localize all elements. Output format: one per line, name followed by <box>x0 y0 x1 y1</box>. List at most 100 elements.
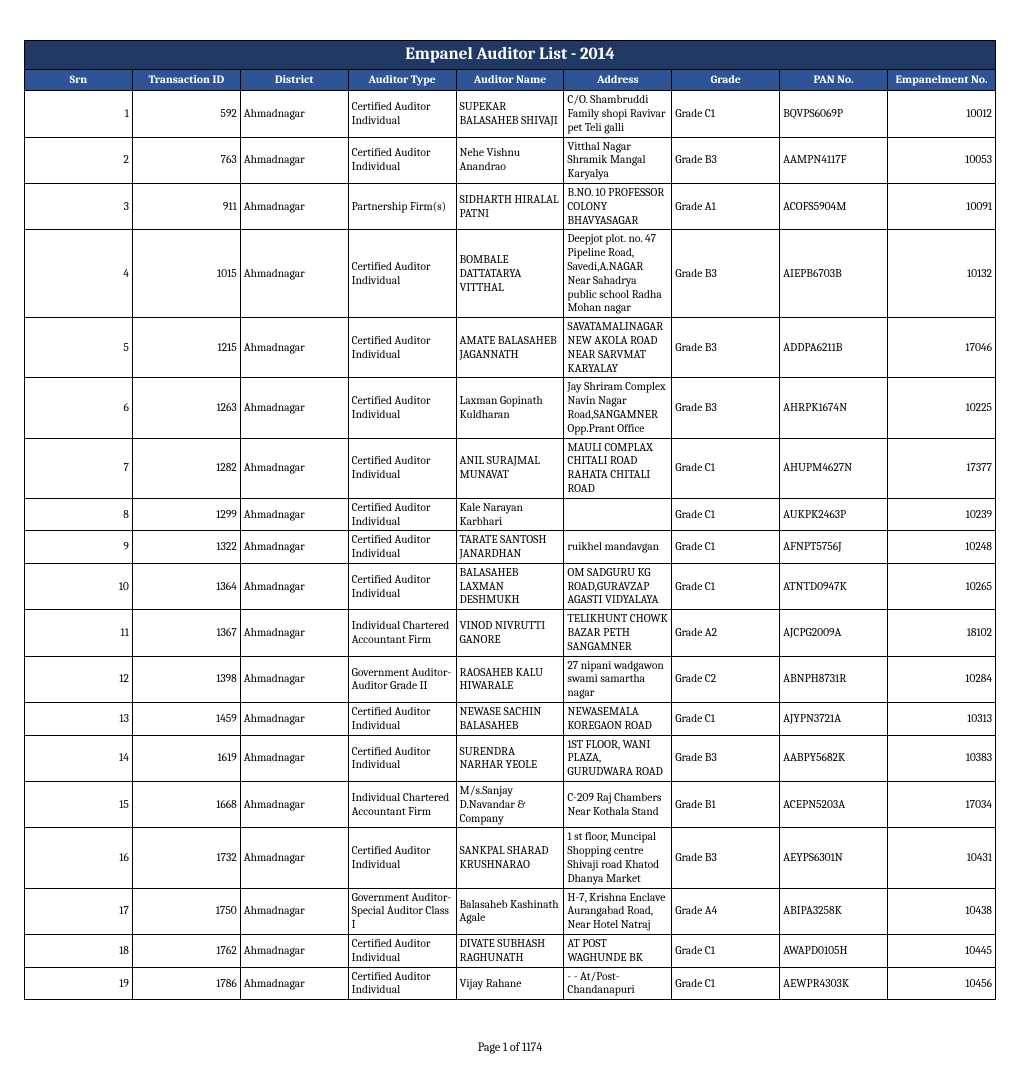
cell-grade: Grade C2 <box>672 656 780 702</box>
col-auditor-name: Auditor Name <box>456 70 564 91</box>
cell-auditor-type: Partnership Firm(s) <box>348 183 456 229</box>
cell-empanelment: 18102 <box>888 610 996 656</box>
cell-auditor-name: SIDHARTH HIRALAL PATNI <box>456 183 564 229</box>
cell-address <box>564 498 672 531</box>
cell-auditor-type: Certified Auditor Individual <box>348 935 456 968</box>
cell-address: NEWASEMALA KOREGAON ROAD <box>564 703 672 736</box>
auditor-table: Empanel Auditor List - 2014 Srn Transact… <box>24 40 996 1000</box>
cell-pan: AHRPK1674N <box>780 378 888 438</box>
cell-empanelment: 10456 <box>888 967 996 1000</box>
cell-empanelment: 10313 <box>888 703 996 736</box>
cell-pan: AEWPR4303K <box>780 967 888 1000</box>
cell-empanelment: 10053 <box>888 137 996 183</box>
cell-grade: Grade C1 <box>672 703 780 736</box>
cell-empanelment: 10445 <box>888 935 996 968</box>
cell-address: MAULI COMPLAX CHITALI ROAD RAHATA CHITAL… <box>564 438 672 498</box>
cell-auditor-type: Government Auditor- Special Auditor Clas… <box>348 888 456 934</box>
cell-grade: Grade C1 <box>672 563 780 609</box>
cell-district: Ahmadnagar <box>240 703 348 736</box>
cell-srn: 9 <box>25 531 133 564</box>
col-empanelment: Empanelment No. <box>888 70 996 91</box>
cell-district: Ahmadnagar <box>240 318 348 378</box>
cell-transaction-id: 1398 <box>132 656 240 702</box>
cell-auditor-name: SUPEKAR BALASAHEB SHIVAJI <box>456 91 564 137</box>
page-footer: Page 1 of 1174 <box>24 1040 996 1054</box>
cell-transaction-id: 1786 <box>132 967 240 1000</box>
cell-address: ruikhel mandavgan <box>564 531 672 564</box>
cell-srn: 10 <box>25 563 133 609</box>
table-row: 191786AhmadnagarCertified Auditor Indivi… <box>25 967 996 1000</box>
cell-grade: Grade B3 <box>672 378 780 438</box>
cell-transaction-id: 1263 <box>132 378 240 438</box>
cell-auditor-name: BOMBALE DATTATARYA VITTHAL <box>456 230 564 318</box>
cell-auditor-type: Certified Auditor Individual <box>348 735 456 781</box>
cell-district: Ahmadnagar <box>240 563 348 609</box>
col-district: District <box>240 70 348 91</box>
cell-pan: AWAPD0105H <box>780 935 888 968</box>
cell-transaction-id: 1282 <box>132 438 240 498</box>
cell-transaction-id: 1750 <box>132 888 240 934</box>
cell-auditor-type: Certified Auditor Individual <box>348 828 456 888</box>
cell-grade: Grade B3 <box>672 318 780 378</box>
cell-srn: 13 <box>25 703 133 736</box>
table-row: 81299AhmadnagarCertified Auditor Individ… <box>25 498 996 531</box>
cell-grade: Grade C1 <box>672 438 780 498</box>
cell-address: 1 st floor, Muncipal Shopping centre Shi… <box>564 828 672 888</box>
cell-grade: Grade B1 <box>672 782 780 828</box>
cell-auditor-type: Certified Auditor Individual <box>348 230 456 318</box>
table-row: 1592AhmadnagarCertified Auditor Individu… <box>25 91 996 137</box>
cell-auditor-name: M/s.Sanjay D.Navandar & Company <box>456 782 564 828</box>
cell-grade: Grade C1 <box>672 935 780 968</box>
cell-auditor-name: SANKPAL SHARAD KRUSHNARAO <box>456 828 564 888</box>
cell-auditor-type: Certified Auditor Individual <box>348 438 456 498</box>
cell-address: C-209 Raj Chambers Near Kothala Stand <box>564 782 672 828</box>
cell-grade: Grade A2 <box>672 610 780 656</box>
cell-transaction-id: 1322 <box>132 531 240 564</box>
cell-auditor-type: Individual Chartered Accountant Firm <box>348 610 456 656</box>
cell-district: Ahmadnagar <box>240 230 348 318</box>
cell-pan: AAMPN4117F <box>780 137 888 183</box>
col-address: Address <box>564 70 672 91</box>
cell-address: H-7, Krishna Enclave Aurangabad Road, Ne… <box>564 888 672 934</box>
cell-auditor-name: Kale Narayan Karbhari <box>456 498 564 531</box>
cell-pan: AHUPM4627N <box>780 438 888 498</box>
cell-district: Ahmadnagar <box>240 967 348 1000</box>
table-row: 91322AhmadnagarCertified Auditor Individ… <box>25 531 996 564</box>
cell-grade: Grade C1 <box>672 967 780 1000</box>
cell-pan: ATNTD0947K <box>780 563 888 609</box>
cell-auditor-name: Laxman Gopinath Kuldharan <box>456 378 564 438</box>
cell-auditor-type: Certified Auditor Individual <box>348 703 456 736</box>
cell-pan: ACEPN5203A <box>780 782 888 828</box>
cell-pan: ABNPH8731R <box>780 656 888 702</box>
cell-srn: 14 <box>25 735 133 781</box>
cell-auditor-name: DIVATE SUBHASH RAGHUNATH <box>456 935 564 968</box>
cell-address: - - At/Post-Chandanapuri <box>564 967 672 1000</box>
cell-empanelment: 10248 <box>888 531 996 564</box>
table-row: 151668AhmadnagarIndividual Chartered Acc… <box>25 782 996 828</box>
cell-srn: 5 <box>25 318 133 378</box>
cell-grade: Grade A1 <box>672 183 780 229</box>
cell-address: TELIKHUNT CHOWK BAZAR PETH SANGAMNER <box>564 610 672 656</box>
cell-auditor-name: RAOSAHEB KALU HIWARALE <box>456 656 564 702</box>
cell-pan: ACOFS5904M <box>780 183 888 229</box>
table-header-row: Srn Transaction ID District Auditor Type… <box>25 70 996 91</box>
cell-district: Ahmadnagar <box>240 183 348 229</box>
table-row: 71282AhmadnagarCertified Auditor Individ… <box>25 438 996 498</box>
cell-empanelment: 10012 <box>888 91 996 137</box>
cell-auditor-name: SURENDRA NARHAR YEOLE <box>456 735 564 781</box>
cell-srn: 7 <box>25 438 133 498</box>
cell-auditor-type: Certified Auditor Individual <box>348 498 456 531</box>
cell-pan: AFNPT5756J <box>780 531 888 564</box>
col-transaction-id: Transaction ID <box>132 70 240 91</box>
cell-srn: 8 <box>25 498 133 531</box>
cell-srn: 11 <box>25 610 133 656</box>
cell-address: Deepjot plot. no. 47 Pipeline Road, Save… <box>564 230 672 318</box>
cell-grade: Grade C1 <box>672 498 780 531</box>
table-row: 2763AhmadnagarCertified Auditor Individu… <box>25 137 996 183</box>
cell-transaction-id: 1459 <box>132 703 240 736</box>
cell-pan: BQVPS6069P <box>780 91 888 137</box>
cell-grade: Grade C1 <box>672 91 780 137</box>
table-row: 51215AhmadnagarCertified Auditor Individ… <box>25 318 996 378</box>
cell-address: 27 nipani wadgawon swami samartha nagar <box>564 656 672 702</box>
cell-pan: AJYPN3721A <box>780 703 888 736</box>
